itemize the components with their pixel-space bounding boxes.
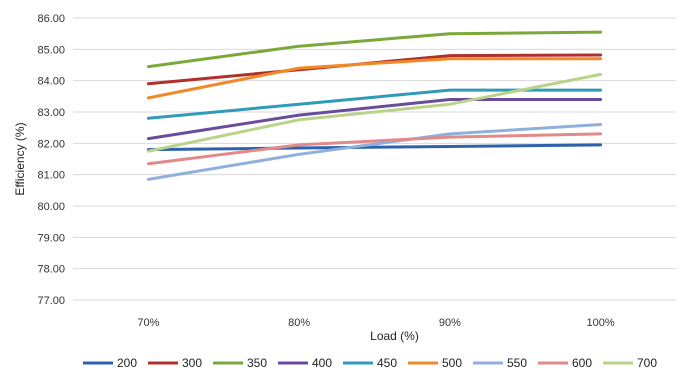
legend-item-600: 600 <box>538 356 592 370</box>
legend-item-400: 400 <box>278 356 332 370</box>
gridlines <box>73 17 676 301</box>
y-tick-label: 83.00 <box>37 107 65 119</box>
series-line-450 <box>146 88 603 120</box>
y-tick-label: 84.00 <box>37 76 65 88</box>
legend: 200 300 350 400 450 500 550 600 700 <box>83 356 657 370</box>
x-axis-ticks: 70% 80% 90% 100% <box>137 317 615 329</box>
x-tick-label: 90% <box>439 317 461 329</box>
x-axis-title: Load (%) <box>370 329 419 343</box>
y-tick-label: 77.00 <box>37 295 65 307</box>
y-tick-label: 81.00 <box>37 170 65 182</box>
x-tick-label: 80% <box>288 317 310 329</box>
legend-label: 500 <box>442 356 462 370</box>
y-tick-label: 80.00 <box>37 201 65 213</box>
series-line-200 <box>146 143 603 152</box>
legend-label: 450 <box>377 356 397 370</box>
legend-label: 400 <box>312 356 332 370</box>
x-tick-label: 100% <box>587 317 615 329</box>
y-tick-label: 82.00 <box>37 138 65 150</box>
legend-label: 300 <box>182 356 202 370</box>
series-line-500 <box>146 57 603 100</box>
legend-label: 700 <box>637 356 657 370</box>
y-tick-label: 86.00 <box>37 13 65 25</box>
x-tick-label: 70% <box>137 317 159 329</box>
y-tick-label: 85.00 <box>37 44 65 56</box>
series-lines <box>146 30 603 181</box>
series-line-600 <box>146 132 603 166</box>
series-line-350 <box>146 30 603 69</box>
legend-item-700: 700 <box>603 356 657 370</box>
series-line-550 <box>146 123 603 181</box>
legend-item-500: 500 <box>408 356 462 370</box>
legend-item-300: 300 <box>148 356 202 370</box>
legend-label: 200 <box>117 356 137 370</box>
y-axis-ticks: 77.00 78.00 79.00 80.00 81.00 82.00 83.00 84.00… <box>37 13 65 307</box>
series-line-700 <box>146 72 603 153</box>
legend-label: 350 <box>247 356 267 370</box>
y-tick-label: 78.00 <box>37 264 65 276</box>
legend-label: 600 <box>572 356 592 370</box>
legend-item-200: 200 <box>83 356 137 370</box>
legend-item-350: 350 <box>213 356 267 370</box>
legend-item-450: 450 <box>343 356 397 370</box>
y-axis-title: Efficiency (%) <box>13 122 27 195</box>
legend-item-550: 550 <box>473 356 527 370</box>
y-tick-label: 79.00 <box>37 232 65 244</box>
legend-label: 550 <box>507 356 527 370</box>
series-line-400 <box>146 98 603 141</box>
